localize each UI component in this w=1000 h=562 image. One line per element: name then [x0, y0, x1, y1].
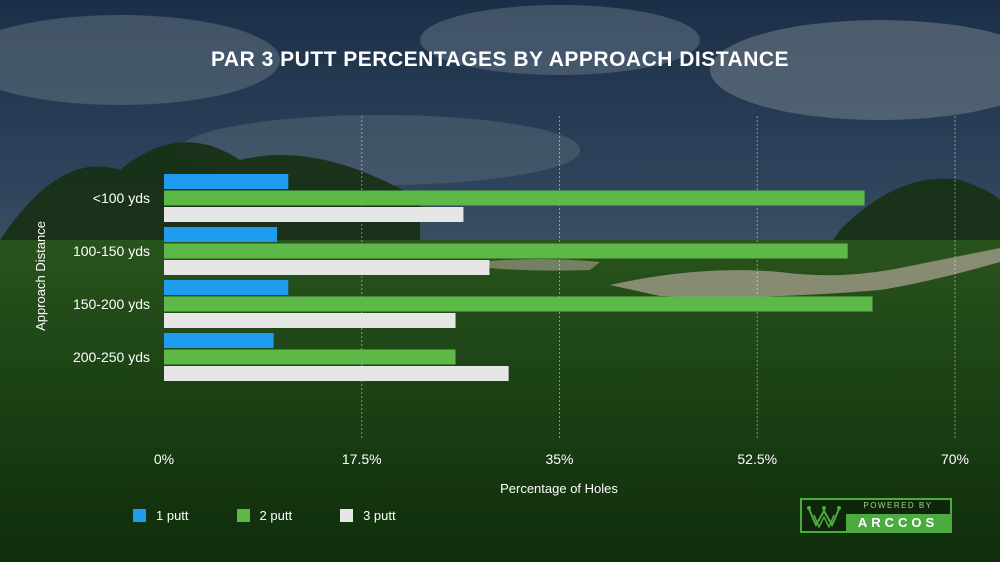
bar-2-putt-200-250-yds: [164, 349, 456, 365]
bar-2-putt-100-150-yds: [164, 243, 848, 259]
category-labels: <100 yds 100-150 yds 150-200 yds 200-250 yd…: [73, 190, 150, 365]
bar-3-putt-100-150-yds: [164, 260, 490, 275]
legend-label-3-putt: 3 putt: [363, 508, 396, 523]
category-label: 150-200 yds: [73, 296, 150, 312]
brand-name: ARCCOS: [846, 514, 950, 531]
bar-1-putt-100-yds: [164, 174, 289, 189]
crown-icon: [807, 506, 841, 529]
legend: 1 putt 2 putt 3 putt: [133, 508, 444, 523]
x-tick-labels: 0% 17.5% 35% 52.5% 70%: [154, 451, 969, 467]
chart-title: PAR 3 PUTT PERCENTAGES BY APPROACH DISTA…: [210, 48, 790, 71]
category-label: 100-150 yds: [73, 243, 150, 259]
arccos-logo: POWERED BY ARCCOS: [800, 498, 952, 533]
bar-3-putt-150-200-yds: [164, 313, 456, 328]
x-tick-label: 35%: [545, 451, 573, 467]
bar-2-putt-100-yds: [164, 190, 865, 206]
bar-2-putt-150-200-yds: [164, 296, 873, 312]
category-label: 200-250 yds: [73, 349, 150, 365]
bar-1-putt-200-250-yds: [164, 333, 274, 348]
y-axis-label: Approach Distance: [33, 221, 48, 331]
legend-item-3-putt: 3 putt: [340, 508, 396, 523]
category-label: <100 yds: [93, 190, 150, 206]
x-tick-label: 0%: [154, 451, 174, 467]
bar-1-putt-100-150-yds: [164, 227, 277, 242]
x-tick-label: 17.5%: [342, 451, 382, 467]
bar-3-putt-100-yds: [164, 207, 464, 222]
powered-by-text: POWERED BY: [863, 501, 933, 510]
legend-swatch-3-putt: [340, 509, 354, 522]
legend-label-2-putt: 2 putt: [259, 508, 293, 523]
legend-item-1-putt: 1 putt: [133, 508, 189, 523]
x-tick-label: 52.5%: [737, 451, 777, 467]
legend-swatch-2-putt: [236, 509, 250, 522]
x-tick-label: 70%: [941, 451, 969, 467]
bar-1-putt-150-200-yds: [164, 280, 289, 295]
legend-swatch-1-putt: [133, 509, 146, 522]
bars: [164, 174, 873, 381]
gridlines: [361, 116, 956, 440]
legend-item-2-putt: 2 putt: [236, 508, 293, 523]
legend-label-1-putt: 1 putt: [156, 508, 189, 523]
x-axis-label: Percentage of Holes: [500, 481, 618, 496]
bar-3-putt-200-250-yds: [164, 366, 509, 381]
